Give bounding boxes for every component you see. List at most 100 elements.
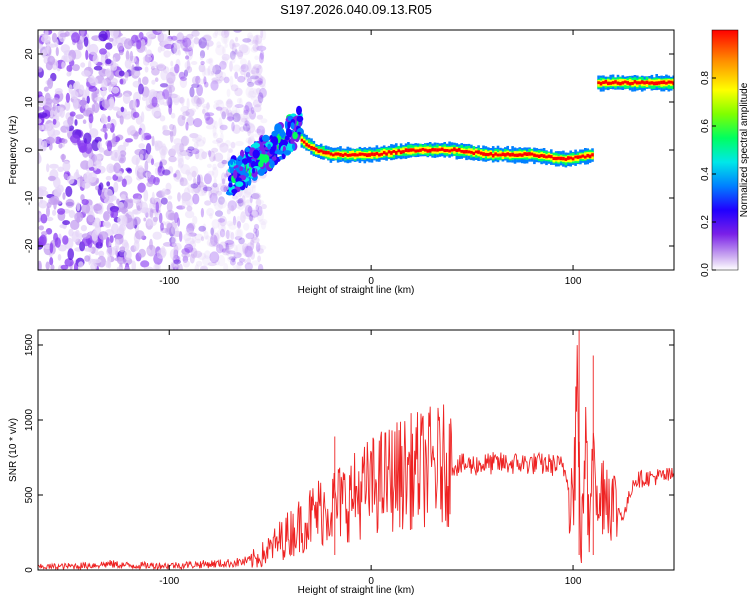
noise-blob	[97, 255, 106, 268]
noise-blob	[184, 243, 194, 253]
streak-blob	[283, 150, 292, 155]
noise-blob	[217, 218, 223, 231]
carrier-band	[628, 82, 632, 86]
noise-blob	[118, 70, 125, 77]
carrier-band	[537, 154, 541, 158]
noise-blob	[225, 229, 230, 240]
carrier-band	[640, 80, 644, 84]
noise-blob	[75, 169, 79, 178]
noise-blob	[189, 253, 195, 264]
noise-blob	[227, 112, 234, 122]
streak-blob	[274, 123, 282, 133]
noise-blob	[256, 199, 265, 205]
noise-blob	[171, 225, 179, 236]
noise-blob	[248, 135, 255, 144]
noise-blob	[214, 30, 218, 37]
carrier-band	[525, 152, 529, 156]
carrier-band	[329, 152, 333, 156]
noise-blob	[126, 126, 136, 135]
noise-blob	[168, 104, 173, 115]
noise-blob	[181, 196, 187, 204]
carrier-band	[455, 148, 459, 152]
noise-blob	[245, 137, 256, 144]
noise-blob	[232, 112, 241, 123]
carrier-band	[361, 152, 364, 156]
noise-blob	[223, 186, 228, 192]
noise-blob	[197, 78, 207, 85]
noise-blob	[253, 64, 262, 71]
noise-blob	[246, 242, 255, 251]
streak-blob	[228, 182, 233, 188]
carrier-band	[395, 151, 398, 155]
noise-blob	[75, 229, 80, 238]
noise-blob	[156, 249, 167, 259]
noise-blob	[245, 123, 256, 134]
noise-blob	[207, 64, 216, 77]
noise-blob	[101, 79, 108, 92]
carrier-band	[327, 151, 330, 155]
noise-blob	[138, 83, 144, 95]
spectrogram-image	[38, 30, 674, 270]
noise-blob	[149, 61, 159, 68]
noise-blob	[149, 208, 154, 219]
carrier-band	[385, 152, 388, 156]
noise-blob	[93, 65, 103, 71]
noise-blob	[47, 55, 56, 66]
carrier-band	[414, 149, 417, 153]
noise-blob	[203, 76, 207, 85]
carrier-band	[660, 80, 663, 85]
noise-blob	[234, 111, 239, 117]
noise-blob	[196, 182, 205, 192]
carrier-band	[516, 153, 519, 157]
noise-blob	[78, 261, 84, 268]
colorbar-tick-label: 0.2	[700, 215, 711, 229]
carrier-band	[623, 80, 627, 84]
noise-blob	[132, 111, 140, 118]
noise-blob	[237, 75, 246, 83]
snr-frame	[37, 329, 675, 571]
noise-blob	[257, 92, 264, 104]
carrier-band	[315, 147, 318, 152]
noise-blob	[134, 71, 141, 77]
noise-blob	[218, 117, 223, 129]
noise-blob	[214, 69, 223, 79]
noise-blob	[62, 235, 69, 245]
noise-blob	[58, 143, 63, 149]
carrier-band	[611, 81, 615, 85]
noise-blob	[47, 175, 56, 181]
noise-blob	[221, 159, 228, 165]
noise-blob	[222, 248, 230, 256]
carrier-band	[380, 152, 383, 156]
noise-blob	[105, 123, 112, 129]
noise-blob	[179, 231, 183, 242]
noise-blob	[242, 243, 249, 254]
noise-blob	[250, 208, 257, 217]
carrier-band	[581, 154, 585, 158]
carrier-band	[631, 81, 634, 85]
noise-blob	[142, 76, 149, 85]
noise-blob	[137, 165, 144, 173]
noise-blob	[221, 221, 226, 232]
noise-blob	[45, 136, 55, 144]
noise-blob	[258, 52, 264, 64]
noise-blob	[221, 56, 229, 66]
noise-blob	[260, 30, 264, 39]
noise-blob	[227, 151, 231, 163]
noise-blob	[245, 79, 254, 86]
noise-blob	[40, 34, 51, 44]
noise-blob	[172, 124, 177, 137]
noise-blob	[179, 150, 190, 156]
colorbar: 0.0 0.2 0.4 0.6 0.8 Normalized spectral ampl…	[700, 29, 750, 277]
noise-blob	[253, 104, 262, 113]
noise-blob	[84, 255, 91, 262]
streak-blob	[284, 135, 290, 141]
noise-blob	[210, 234, 214, 244]
noise-blob	[212, 132, 218, 139]
noise-blob	[192, 181, 202, 194]
noise-blob	[80, 160, 91, 170]
noise-blob	[246, 71, 251, 78]
noise-blob	[184, 210, 195, 219]
streak-blob	[233, 169, 238, 179]
noise-blob	[209, 212, 213, 219]
noise-blob	[110, 30, 120, 39]
